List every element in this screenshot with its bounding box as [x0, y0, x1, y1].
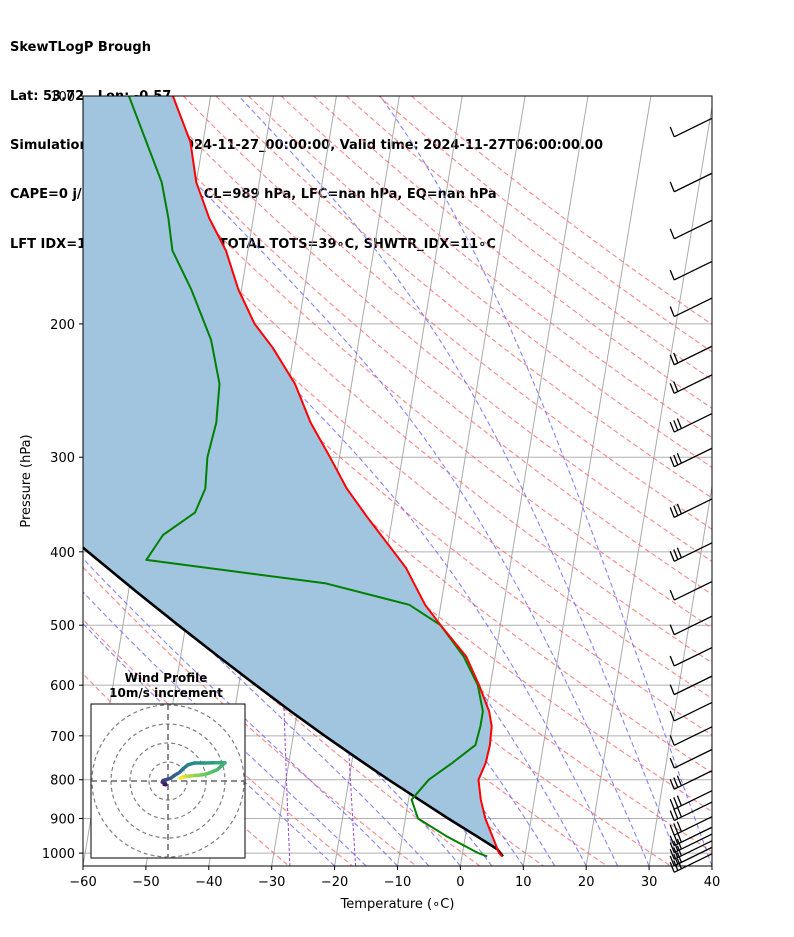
- isotherm-line: [585, 103, 712, 866]
- wind-barb: [669, 219, 713, 240]
- x-tick-label: −40: [195, 875, 222, 890]
- wind-barb: [669, 447, 713, 468]
- dry-adiabat-line: [117, 96, 712, 595]
- mixing-ratio-line: [282, 685, 291, 866]
- y-axis-label: Pressure (hPa): [19, 434, 34, 527]
- x-tick-label: −30: [258, 875, 285, 890]
- dry-adiabat-line: [280, 96, 712, 439]
- moist-adiabat-line: [83, 166, 619, 866]
- moist-adiabat-line: [114, 96, 650, 866]
- wind-barb: [669, 701, 713, 722]
- moist-adiabat-line: [83, 521, 430, 866]
- moist-adiabat-line: [379, 96, 712, 866]
- chart-title: SkewTLogP Brough: [10, 39, 151, 55]
- isotherm-line: [711, 862, 712, 866]
- dry-adiabat-line: [378, 96, 712, 353]
- x-tick-label: −60: [69, 875, 96, 890]
- wind-barb: [669, 748, 713, 769]
- wind-barb: [669, 675, 713, 696]
- y-tick-label: 1000: [42, 847, 75, 862]
- wind-barb: [669, 345, 713, 366]
- y-tick-label: 100: [50, 90, 75, 105]
- y-tick-label: 900: [50, 812, 75, 827]
- wind-barb: [669, 726, 713, 746]
- x-tick-label: 0: [456, 875, 464, 890]
- y-tick-label: 300: [50, 451, 75, 466]
- x-axis-label: Temperature (∘C): [340, 897, 455, 912]
- dry-adiabat-line: [313, 96, 712, 409]
- moist-adiabat-line: [238, 96, 682, 866]
- wind-barb: [669, 580, 713, 601]
- hodograph-title: Wind Profile: [125, 671, 208, 685]
- dry-adiabat-line: [83, 246, 712, 774]
- wind-barb: [669, 646, 713, 667]
- hodograph-segment: [178, 775, 184, 780]
- cin-shaded-area: [83, 96, 501, 854]
- dry-adiabat-line: [183, 96, 712, 530]
- isotherm-line: [83, 96, 86, 111]
- hodograph-plot: [91, 704, 245, 858]
- x-tick-label: −10: [384, 875, 411, 890]
- x-tick-label: 40: [704, 875, 721, 890]
- x-tick-label: 30: [641, 875, 658, 890]
- isotherm-line: [648, 483, 712, 866]
- dry-adiabat-line: [215, 96, 712, 499]
- wind-barb: [669, 790, 713, 810]
- wind-barb: [669, 413, 713, 433]
- y-tick-label: 600: [50, 679, 75, 694]
- dewpoint-line: [127, 96, 488, 858]
- parcel-profile-line: [83, 546, 504, 858]
- x-tick-label: 10: [515, 875, 532, 890]
- x-tick-label: −20: [321, 875, 348, 890]
- wind-barb: [669, 117, 713, 138]
- y-tick-label: 700: [50, 730, 75, 745]
- hodograph-subtitle: 10m/s increment: [109, 686, 223, 700]
- y-tick-label: 400: [50, 546, 75, 561]
- y-tick-label: 500: [50, 619, 75, 634]
- wind-barb: [669, 770, 713, 790]
- wind-barb: [669, 801, 713, 822]
- isotherm-line: [522, 96, 652, 866]
- wind-barb: [669, 833, 713, 854]
- x-tick-label: 20: [578, 875, 595, 890]
- moist-adiabat-line: [83, 557, 398, 866]
- wind-barb: [669, 542, 713, 562]
- y-tick-label: 800: [50, 774, 75, 789]
- wind-barb: [669, 816, 713, 836]
- temperature-line: [171, 96, 504, 858]
- y-tick-label: 200: [50, 318, 75, 333]
- wind-barb: [669, 297, 713, 318]
- wind-barb: [669, 498, 713, 518]
- dry-adiabat-line: [83, 129, 712, 664]
- wind-barb: [669, 615, 713, 636]
- wind-barb: [669, 840, 713, 860]
- wind-barb: [669, 172, 713, 193]
- wind-barb: [669, 260, 713, 281]
- wind-barb: [669, 374, 713, 394]
- x-tick-label: −50: [132, 875, 159, 890]
